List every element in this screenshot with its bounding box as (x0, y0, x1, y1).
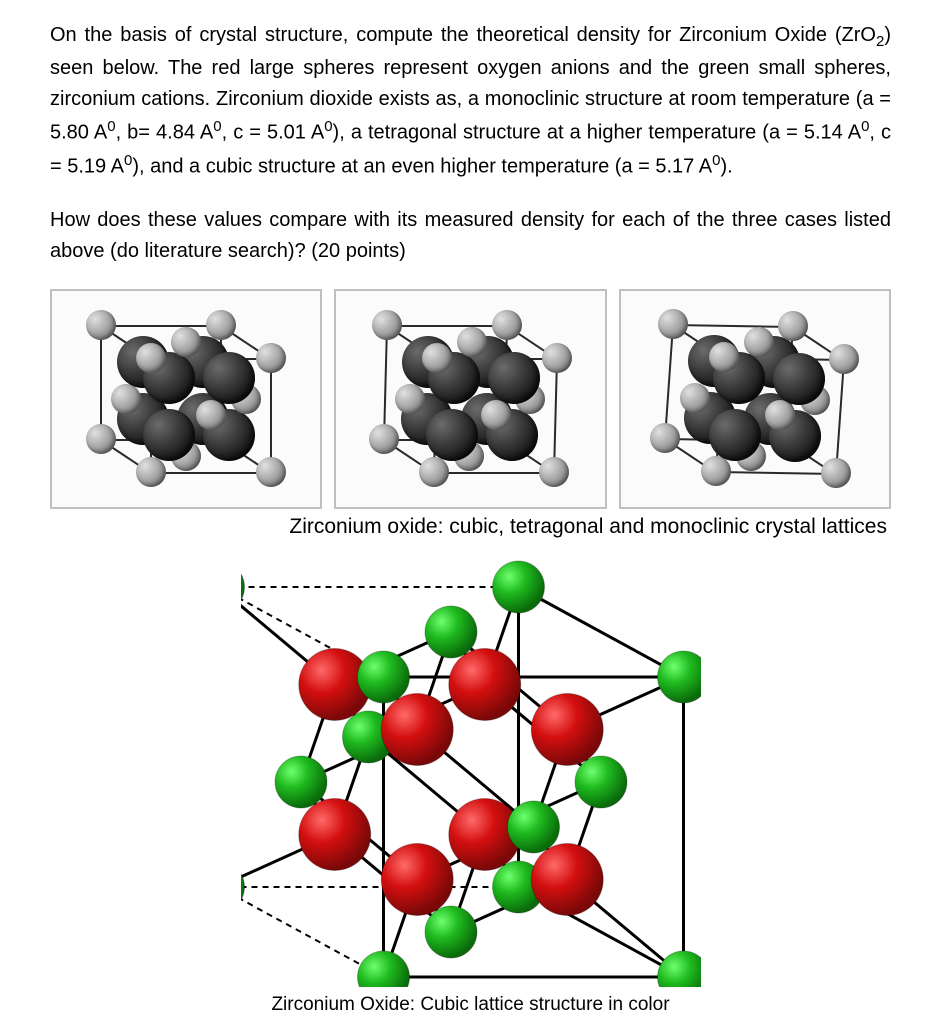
lattice-monoclinic (619, 289, 891, 509)
p1a: On the basis of crystal structure, compu… (50, 24, 876, 46)
problem-paragraph-1: On the basis of crystal structure, compu… (50, 20, 891, 183)
gray-lattice-caption: Zirconium oxide: cubic, tetragonal and m… (50, 515, 891, 539)
p1c: , b= 4.84 A (116, 122, 214, 144)
gray-lattice-row (50, 289, 891, 509)
sup-0b: 0 (213, 118, 221, 135)
lattice-tetragonal (334, 289, 606, 509)
sup-0c: 0 (324, 118, 332, 135)
sup-0a: 0 (107, 118, 115, 135)
color-lattice-figure (241, 547, 701, 987)
p1d: , c = 5.01 A (222, 122, 325, 144)
p1h: ). (720, 156, 732, 178)
problem-paragraph-2: How does these values compare with its m… (50, 205, 891, 267)
p1e: ), a tetragonal structure at a higher te… (333, 122, 862, 144)
color-lattice-wrap: Zirconium Oxide: Cubic lattice structure… (50, 547, 891, 1016)
p1g: ), and a cubic structure at an even high… (132, 156, 712, 178)
lattice-cubic (50, 289, 322, 509)
color-lattice-caption: Zirconium Oxide: Cubic lattice structure… (50, 994, 891, 1016)
